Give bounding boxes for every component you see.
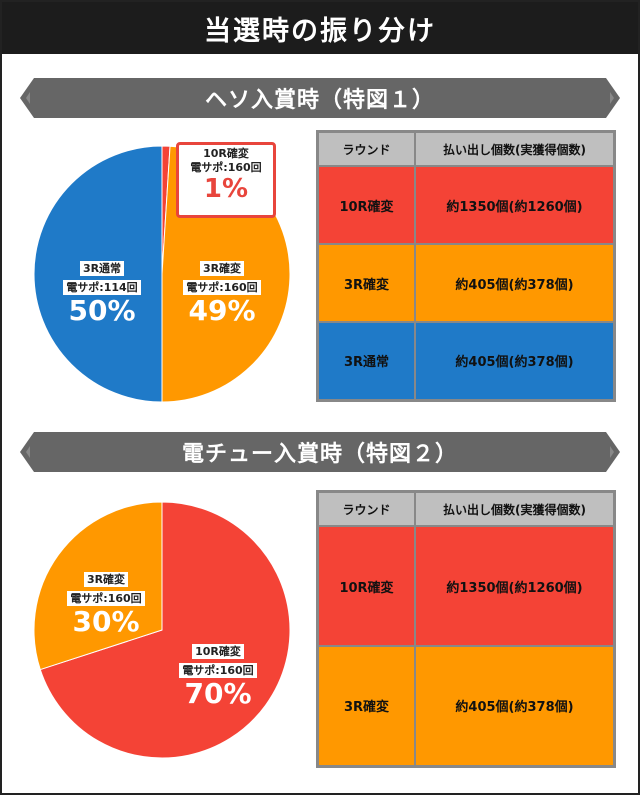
section-banner-label: ヘソ入賞時（特図１） (204, 88, 435, 113)
table-row: 10R確変 約1350個(約1260個) (316, 525, 616, 647)
slice-sub: 電サポ:160回 (190, 161, 262, 174)
slice-sub: 電サポ:160回 (179, 663, 257, 678)
cell-payout: 約1350個(約1260個) (414, 165, 616, 245)
payout-table-heso: ラウンド 払い出し個数(実獲得個数) 10R確変 約1350個(約1260個) … (316, 130, 616, 402)
pie-label-3r-kakuhen: 3R確変 電サポ:160回 49% (172, 257, 272, 327)
page-title: 当選時の振り分け (2, 2, 638, 54)
header-payout: 払い出し個数(実獲得個数) (414, 130, 616, 167)
cell-round: 3R通常 (316, 321, 416, 401)
cell-payout: 約1350個(約1260個) (414, 525, 616, 647)
table-row: 3R通常 約405個(約378個) (316, 321, 616, 401)
cell-round: 10R確変 (316, 165, 416, 245)
pie-chart-denchu: 3R確変 電サポ:160回 30% 10R確変 電サポ:160回 70% (32, 500, 292, 760)
table-row: 3R確変 約405個(約378個) (316, 645, 616, 767)
header-payout: 払い出し個数(実獲得個数) (414, 490, 616, 527)
payout-table-denchu: ラウンド 払い出し個数(実獲得個数) 10R確変 約1350個(約1260個) … (316, 490, 616, 768)
cell-payout: 約405個(約378個) (414, 321, 616, 401)
section-banner-label: 電チュー入賞時（特図２） (181, 442, 458, 467)
banner-shape (20, 432, 620, 472)
slice-name: 3R確変 (83, 572, 129, 587)
cell-round: 3R確変 (316, 645, 416, 767)
slice-pct: 49% (188, 294, 256, 327)
pie-label-10r-kakuhen: 10R確変 電サポ:160回 70% (168, 640, 268, 710)
cell-round: 10R確変 (316, 525, 416, 647)
slice-name: 10R確変 (192, 644, 244, 659)
table-header-row: ラウンド 払い出し個数(実獲得個数) (316, 130, 616, 167)
pie-label-3r-normal: 3R通常 電サポ:114回 50% (52, 257, 152, 327)
table-row: 3R確変 約405個(約378個) (316, 243, 616, 323)
header-round: ラウンド (316, 130, 416, 167)
slice-name: 3R通常 (79, 261, 125, 276)
slice-sub: 電サポ:114回 (63, 280, 141, 295)
slice-name: 10R確変 (203, 147, 249, 160)
pie-label-3r-kakuhen: 3R確変 電サポ:160回 30% (56, 568, 156, 638)
pie-callout-10r: 10R確変 電サポ:160回 1% (176, 142, 276, 218)
section-banner-heso: ヘソ入賞時（特図１） (20, 78, 620, 118)
slice-pct: 1% (203, 174, 249, 204)
header-round: ラウンド (316, 490, 416, 527)
slice-pct: 50% (68, 294, 136, 327)
banner-shape (20, 78, 620, 118)
cell-round: 3R確変 (316, 243, 416, 323)
slice-pct: 70% (184, 677, 252, 710)
section-banner-denchu: 電チュー入賞時（特図２） (20, 432, 620, 472)
pie-slice-10R確変 (39, 501, 291, 759)
cell-payout: 約405個(約378個) (414, 645, 616, 767)
table-row: 10R確変 約1350個(約1260個) (316, 165, 616, 245)
slice-sub: 電サポ:160回 (67, 591, 145, 606)
table-header-row: ラウンド 払い出し個数(実獲得個数) (316, 490, 616, 527)
cell-payout: 約405個(約378個) (414, 243, 616, 323)
slice-name: 3R確変 (199, 261, 245, 276)
slice-sub: 電サポ:160回 (183, 280, 261, 295)
slice-pct: 30% (72, 605, 140, 638)
